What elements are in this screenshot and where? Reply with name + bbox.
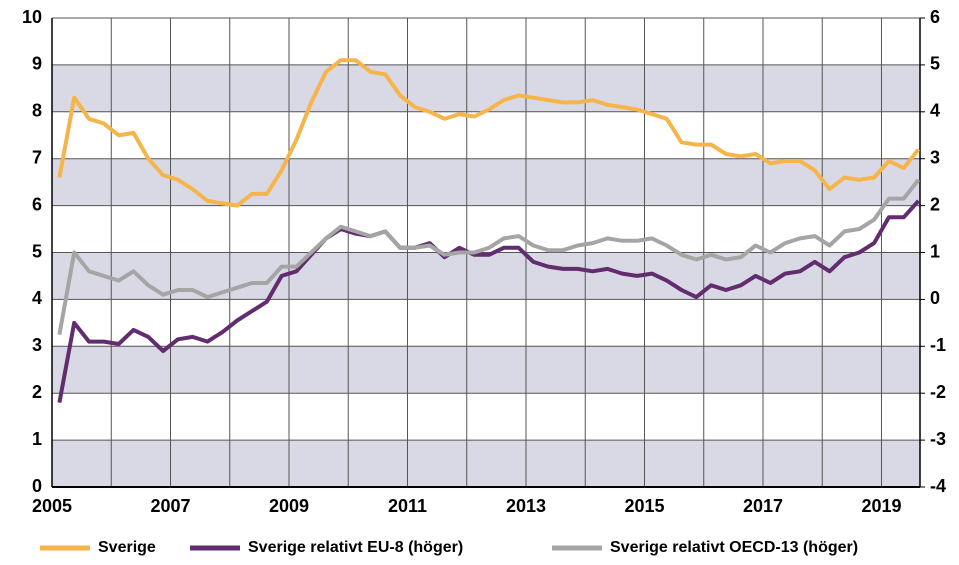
y2-tick-label: 6 — [930, 7, 940, 27]
y2-tick-label: 1 — [930, 241, 940, 261]
y-tick-label: 0 — [32, 476, 42, 496]
y2-tick-label: -2 — [930, 382, 946, 402]
x-tick-label: 2005 — [32, 496, 72, 516]
x-tick-label: 2013 — [506, 496, 546, 516]
series-line — [57, 58, 921, 208]
x-tick-label: 2009 — [269, 496, 309, 516]
y-tick-label: 4 — [32, 288, 42, 308]
legend-label: Sverige — [98, 539, 156, 556]
grid-band — [52, 252, 920, 300]
y-tick-label: 10 — [22, 7, 42, 27]
y-tick-label: 5 — [32, 241, 42, 261]
y-tick-label: 8 — [32, 101, 42, 121]
series-line — [57, 199, 920, 403]
legend-label: Sverige relativt OECD-13 (höger) — [610, 539, 858, 556]
y2-tick-label: -3 — [930, 429, 946, 449]
x-tick-label: 2017 — [743, 496, 783, 516]
x-tick-label: 2015 — [624, 496, 664, 516]
series-line — [57, 178, 921, 335]
y-tick-label: 9 — [32, 54, 42, 74]
y2-tick-label: -4 — [930, 476, 946, 496]
y2-tick-label: -1 — [930, 335, 946, 355]
x-tick-label: 2019 — [861, 496, 901, 516]
y-tick-label: 1 — [32, 429, 42, 449]
x-tick-label: 2011 — [388, 496, 427, 516]
x-tick-label: 2007 — [150, 496, 190, 516]
grid-band — [52, 64, 920, 112]
grid-band — [52, 158, 920, 206]
y2-tick-label: 2 — [930, 194, 940, 214]
y2-tick-label: 0 — [930, 288, 940, 308]
y2-tick-label: 3 — [930, 147, 940, 167]
legend-label: Sverige relativt EU-8 (höger) — [248, 539, 463, 556]
y-tick-label: 6 — [32, 194, 42, 214]
y-tick-label: 3 — [32, 335, 42, 355]
y-tick-label: 7 — [32, 147, 42, 167]
y-tick-label: 2 — [32, 382, 42, 402]
y2-tick-label: 5 — [930, 54, 940, 74]
y2-tick-label: 4 — [930, 101, 940, 121]
grid-band — [52, 346, 920, 394]
grid-band — [52, 440, 920, 487]
